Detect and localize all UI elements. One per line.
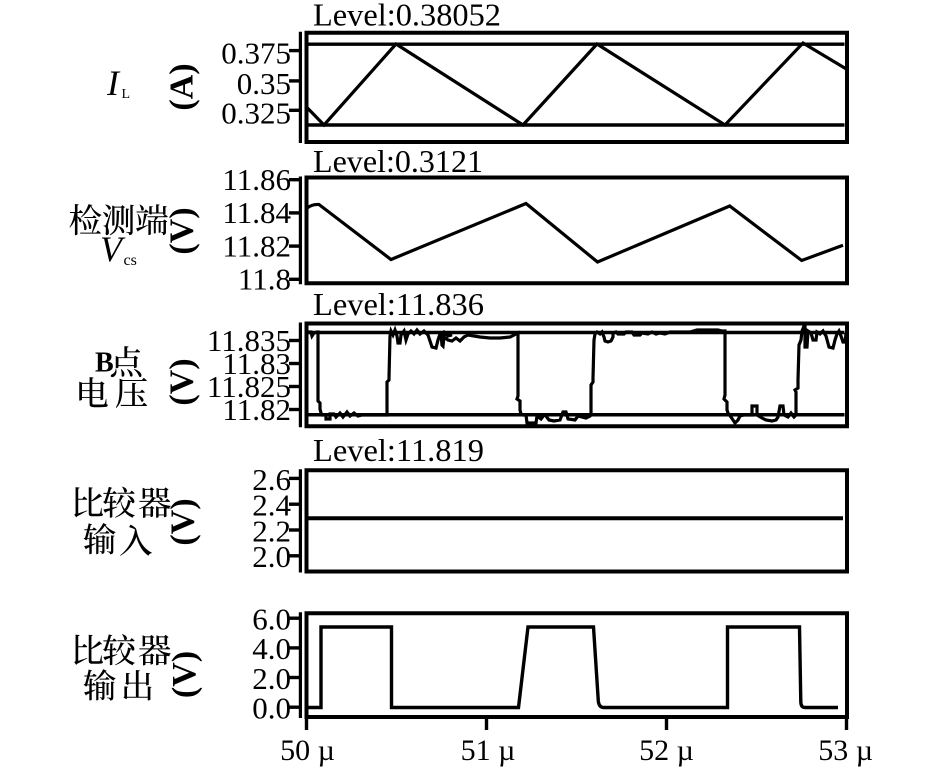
- svg-text:53 µ: 53 µ: [818, 734, 873, 767]
- svg-text:11.86: 11.86: [222, 162, 291, 197]
- svg-text:L: L: [122, 87, 131, 102]
- svg-text:(A): (A): [164, 63, 201, 110]
- svg-text:2.2: 2.2: [252, 513, 291, 548]
- svg-text:(V): (V): [164, 358, 201, 405]
- svg-text:Level:0.3121: Level:0.3121: [313, 143, 483, 179]
- svg-text:11.82: 11.82: [222, 228, 291, 263]
- svg-text:Level:11.836: Level:11.836: [313, 286, 484, 322]
- svg-text:11.8: 11.8: [238, 262, 291, 297]
- svg-text:Level:0.38052: Level:0.38052: [313, 0, 501, 33]
- svg-text:(V): (V): [164, 207, 201, 254]
- svg-text:4.0: 4.0: [252, 631, 291, 666]
- svg-text:B: B: [95, 348, 114, 379]
- svg-text:52 µ: 52 µ: [639, 734, 694, 767]
- svg-text:11.84: 11.84: [222, 195, 291, 230]
- svg-text:(V): (V): [165, 498, 202, 545]
- svg-text:0.35: 0.35: [237, 66, 291, 101]
- svg-text:6.0: 6.0: [252, 602, 291, 637]
- svg-text:11.82: 11.82: [222, 392, 291, 427]
- svg-text:2.6: 2.6: [252, 462, 291, 497]
- svg-text:11.83: 11.83: [222, 346, 291, 381]
- svg-text:Level:11.819: Level:11.819: [313, 432, 484, 468]
- svg-text:2.0: 2.0: [252, 661, 291, 696]
- svg-text:2.0: 2.0: [252, 539, 291, 574]
- svg-text:cs: cs: [124, 252, 137, 269]
- svg-text:0.375: 0.375: [221, 36, 291, 71]
- svg-text:51 µ: 51 µ: [461, 734, 516, 767]
- svg-text:0.325: 0.325: [221, 95, 291, 130]
- svg-text:50 µ: 50 µ: [280, 734, 335, 767]
- svg-text:I: I: [106, 63, 121, 103]
- svg-text:0.0: 0.0: [252, 691, 291, 726]
- svg-text:V: V: [100, 229, 126, 269]
- svg-text:11.835: 11.835: [207, 323, 291, 358]
- svg-text:(V): (V): [166, 651, 203, 698]
- svg-text:11.825: 11.825: [207, 369, 291, 404]
- svg-text:2.4: 2.4: [252, 488, 291, 523]
